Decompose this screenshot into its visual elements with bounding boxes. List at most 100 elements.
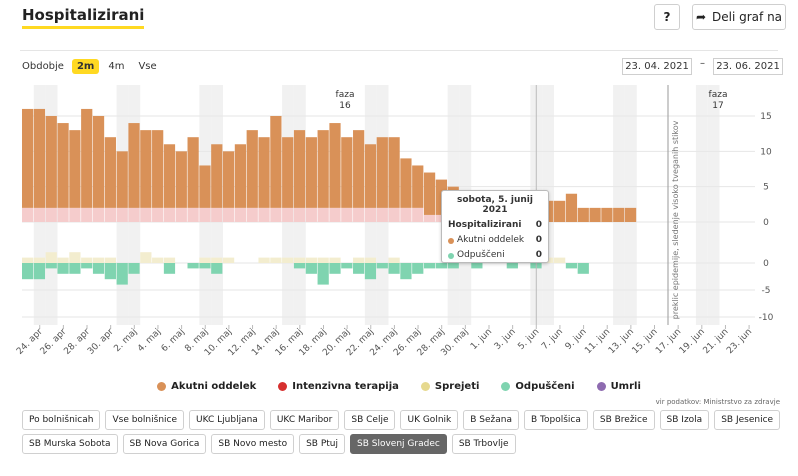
bar-icu[interactable] <box>364 207 377 222</box>
bar-discharged[interactable] <box>57 263 69 274</box>
bar-acute[interactable] <box>199 165 211 208</box>
bar-acute[interactable] <box>69 130 81 208</box>
bar-icu[interactable] <box>270 207 282 222</box>
bar-admitted[interactable] <box>81 257 93 263</box>
filter-button[interactable]: SB Novo mesto <box>211 434 295 454</box>
bar-discharged[interactable] <box>376 263 388 269</box>
bar-acute[interactable] <box>624 207 637 222</box>
bar-discharged[interactable] <box>435 263 448 269</box>
bar-icu[interactable] <box>412 207 424 222</box>
bar-acute[interactable] <box>282 137 294 208</box>
bar-acute[interactable] <box>388 137 400 208</box>
bar-admitted[interactable] <box>222 257 235 263</box>
filter-button[interactable]: SB Ptuj <box>299 434 346 454</box>
filter-button[interactable]: SB Izola <box>659 410 710 430</box>
bar-icu[interactable] <box>45 207 57 222</box>
bar-discharged[interactable] <box>388 263 400 274</box>
help-button[interactable]: ? <box>654 4 680 30</box>
legend-item-admitted[interactable]: Sprejeti <box>420 381 479 392</box>
bar-acute[interactable] <box>258 137 270 208</box>
bar-acute[interactable] <box>601 207 613 222</box>
bar-admitted[interactable] <box>22 257 34 263</box>
bar-discharged[interactable] <box>471 263 483 269</box>
bar-admitted[interactable] <box>140 252 152 263</box>
bar-discharged[interactable] <box>22 263 34 280</box>
bar-icu[interactable] <box>57 207 69 222</box>
bar-discharged[interactable] <box>116 263 128 285</box>
bar-admitted[interactable] <box>282 257 294 263</box>
bar-admitted[interactable] <box>329 257 341 263</box>
bar-icu[interactable] <box>81 207 93 222</box>
period-option-2m[interactable]: 2m <box>71 59 100 74</box>
bar-acute[interactable] <box>222 151 235 208</box>
filter-button[interactable]: Po bolnišnicah <box>22 410 101 430</box>
bar-discharged[interactable] <box>412 263 424 274</box>
bar-discharged[interactable] <box>128 263 140 274</box>
bar-icu[interactable] <box>376 207 388 222</box>
bar-icu[interactable] <box>388 207 400 222</box>
share-button[interactable]: ➦ Deli graf na <box>692 4 786 30</box>
bar-discharged[interactable] <box>187 263 199 269</box>
bar-admitted[interactable] <box>57 257 69 263</box>
date-from-input[interactable]: 23. 04. 2021 <box>622 58 692 75</box>
bar-icu[interactable] <box>92 207 105 222</box>
bar-icu[interactable] <box>211 207 223 222</box>
bar-acute[interactable] <box>565 193 578 222</box>
period-option-all[interactable]: Vse <box>138 61 157 72</box>
bar-icu[interactable] <box>140 207 152 222</box>
bar-icu[interactable] <box>175 207 187 222</box>
bar-discharged[interactable] <box>92 263 105 274</box>
bar-acute[interactable] <box>353 130 365 208</box>
bar-discharged[interactable] <box>81 263 93 269</box>
bar-admitted[interactable] <box>353 257 365 263</box>
bar-discharged[interactable] <box>329 263 341 274</box>
bar-acute[interactable] <box>341 137 353 208</box>
filter-button[interactable]: UKC Maribor <box>269 410 340 430</box>
bar-discharged[interactable] <box>305 263 317 274</box>
bar-acute[interactable] <box>364 144 377 208</box>
bar-icu[interactable] <box>329 207 341 222</box>
filter-button[interactable]: B Topolšica <box>523 410 588 430</box>
bar-acute[interactable] <box>423 172 436 215</box>
bar-acute[interactable] <box>246 130 258 208</box>
bar-admitted[interactable] <box>305 257 317 263</box>
bar-discharged[interactable] <box>353 263 365 274</box>
bar-acute[interactable] <box>270 116 282 208</box>
bar-acute[interactable] <box>293 130 306 208</box>
bar-icu[interactable] <box>293 207 306 222</box>
bar-admitted[interactable] <box>69 252 81 263</box>
filter-button[interactable]: SB Jesenice <box>714 410 781 430</box>
bar-acute[interactable] <box>175 151 187 208</box>
bar-acute[interactable] <box>211 144 223 208</box>
filter-button[interactable]: SB Murska Sobota <box>22 434 118 454</box>
bar-discharged[interactable] <box>317 263 329 285</box>
filter-button[interactable]: Vse bolnišnice <box>105 410 185 430</box>
bar-icu[interactable] <box>234 207 247 222</box>
bar-acute[interactable] <box>329 123 341 208</box>
legend-item-icu[interactable]: Intenzivna terapija <box>278 381 399 392</box>
bar-discharged[interactable] <box>104 263 116 280</box>
bar-icu[interactable] <box>152 207 164 222</box>
bar-icu[interactable] <box>305 207 317 222</box>
filter-button[interactable]: SB Trbovlje <box>451 434 516 454</box>
bar-acute[interactable] <box>140 130 152 208</box>
bar-discharged[interactable] <box>447 263 459 269</box>
bar-admitted[interactable] <box>258 257 270 263</box>
legend-item-acute[interactable]: Akutni oddelek <box>157 381 256 392</box>
bar-acute[interactable] <box>317 130 329 208</box>
bar-acute[interactable] <box>163 144 176 208</box>
bar-admitted[interactable] <box>163 257 176 263</box>
bar-admitted[interactable] <box>199 257 211 263</box>
bar-acute[interactable] <box>305 137 317 208</box>
bar-discharged[interactable] <box>364 263 377 280</box>
filter-button[interactable]: B Sežana <box>463 410 519 430</box>
bar-acute[interactable] <box>104 137 116 208</box>
bar-acute[interactable] <box>33 108 46 208</box>
bar-admitted[interactable] <box>211 257 223 263</box>
bar-icu[interactable] <box>353 207 365 222</box>
bar-discharged[interactable] <box>565 263 578 269</box>
bar-discharged[interactable] <box>69 263 81 274</box>
bar-acute[interactable] <box>376 137 388 208</box>
bar-icu[interactable] <box>128 207 140 222</box>
